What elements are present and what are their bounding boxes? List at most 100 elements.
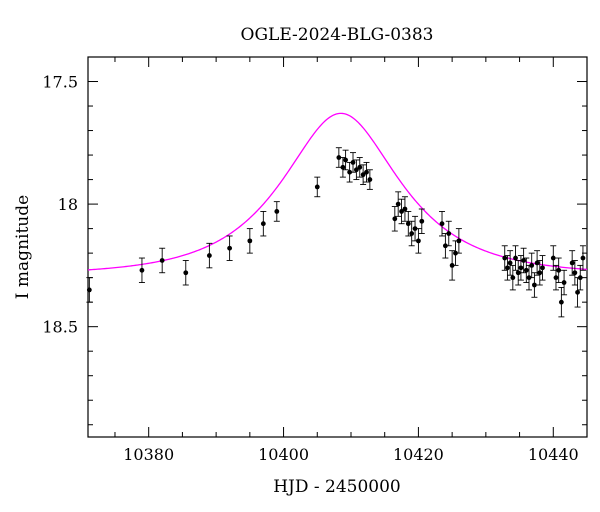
data-point [415, 228, 422, 254]
plot-frame [87, 56, 588, 438]
data-point [552, 264, 559, 291]
point-marker [580, 255, 586, 261]
data-point [391, 206, 398, 232]
point-marker [553, 275, 559, 281]
x-axis-label: HJD - 2450000 [273, 477, 401, 497]
data-point [555, 257, 562, 283]
data-point [455, 228, 462, 254]
x-tick-label: 10380 [123, 445, 174, 464]
data-point [360, 164, 367, 185]
point-marker [505, 265, 510, 271]
data-point [523, 257, 530, 283]
data-point [445, 220, 452, 247]
point-marker [523, 267, 529, 273]
data-point [569, 250, 576, 276]
x-tick-label: 10400 [258, 445, 309, 464]
point-marker [577, 275, 583, 281]
data-point [534, 250, 541, 276]
point-marker [532, 282, 537, 288]
point-marker [364, 169, 369, 175]
point-marker [561, 280, 567, 285]
data-point [439, 211, 446, 237]
data-point [449, 250, 456, 281]
point-marker [402, 206, 408, 212]
data-point [558, 287, 565, 318]
data-point [418, 208, 425, 234]
point-marker [529, 262, 535, 268]
data-point [515, 260, 522, 286]
data-point [571, 260, 578, 286]
point-marker [206, 253, 212, 258]
point-marker [86, 287, 92, 293]
data-point [401, 196, 408, 222]
tick-marks [88, 57, 588, 437]
point-marker [367, 177, 373, 182]
point-marker [453, 250, 458, 256]
data-point [86, 277, 93, 303]
point-marker [510, 275, 516, 281]
data-point [398, 198, 405, 225]
point-marker [419, 218, 425, 224]
point-marker [537, 270, 543, 276]
data-point [520, 247, 527, 274]
data-point [512, 245, 519, 271]
y-axis-label: I magnitude [13, 195, 33, 299]
point-marker [343, 157, 348, 163]
point-marker [442, 243, 448, 249]
point-marker [456, 238, 462, 244]
data-point [501, 245, 508, 271]
y-tick-label: 18 [58, 195, 78, 214]
point-marker [558, 299, 564, 305]
point-marker [412, 226, 418, 232]
data-point [206, 242, 213, 269]
data-point [366, 169, 373, 190]
point-marker [405, 221, 411, 227]
data-point [339, 157, 346, 178]
data-point [182, 260, 189, 286]
data-point [539, 255, 546, 281]
data-point [412, 215, 419, 242]
point-marker [449, 262, 455, 268]
data-point [395, 191, 402, 217]
data-point [408, 220, 415, 247]
data-point [350, 152, 357, 173]
x-tick-label: 10440 [528, 445, 579, 464]
point-marker [575, 289, 580, 295]
data-point [517, 255, 524, 281]
point-marker [507, 260, 513, 266]
data-point [507, 250, 514, 276]
data-point [138, 257, 145, 283]
point-marker [416, 238, 421, 244]
plot-border [87, 56, 588, 438]
data-point [504, 255, 511, 281]
point-marker [439, 221, 445, 227]
tick-labels: 10380 10400 10420 10440 17.5 18 18.5 [42, 73, 578, 464]
point-marker [274, 209, 280, 214]
data-point [356, 157, 363, 178]
point-marker [409, 231, 415, 236]
point-marker [340, 164, 346, 170]
data-point [363, 161, 370, 183]
point-marker [353, 167, 359, 173]
data-point [531, 272, 538, 298]
data-point [353, 159, 360, 181]
point-marker [159, 258, 165, 263]
point-marker [183, 270, 189, 276]
data-point [159, 247, 166, 274]
y-tick-label: 17.5 [42, 73, 78, 92]
data-point [574, 277, 581, 308]
point-marker [247, 238, 253, 244]
point-marker [540, 265, 545, 271]
point-marker [392, 216, 398, 222]
point-marker [227, 245, 233, 251]
point-marker [572, 270, 578, 276]
point-marker [446, 231, 452, 236]
point-marker [314, 184, 320, 190]
data-point [273, 201, 280, 222]
data-point [577, 264, 584, 291]
data-point [561, 269, 568, 296]
data-point [579, 245, 586, 271]
data-point [405, 211, 412, 237]
x-tick-label: 10420 [393, 445, 444, 464]
